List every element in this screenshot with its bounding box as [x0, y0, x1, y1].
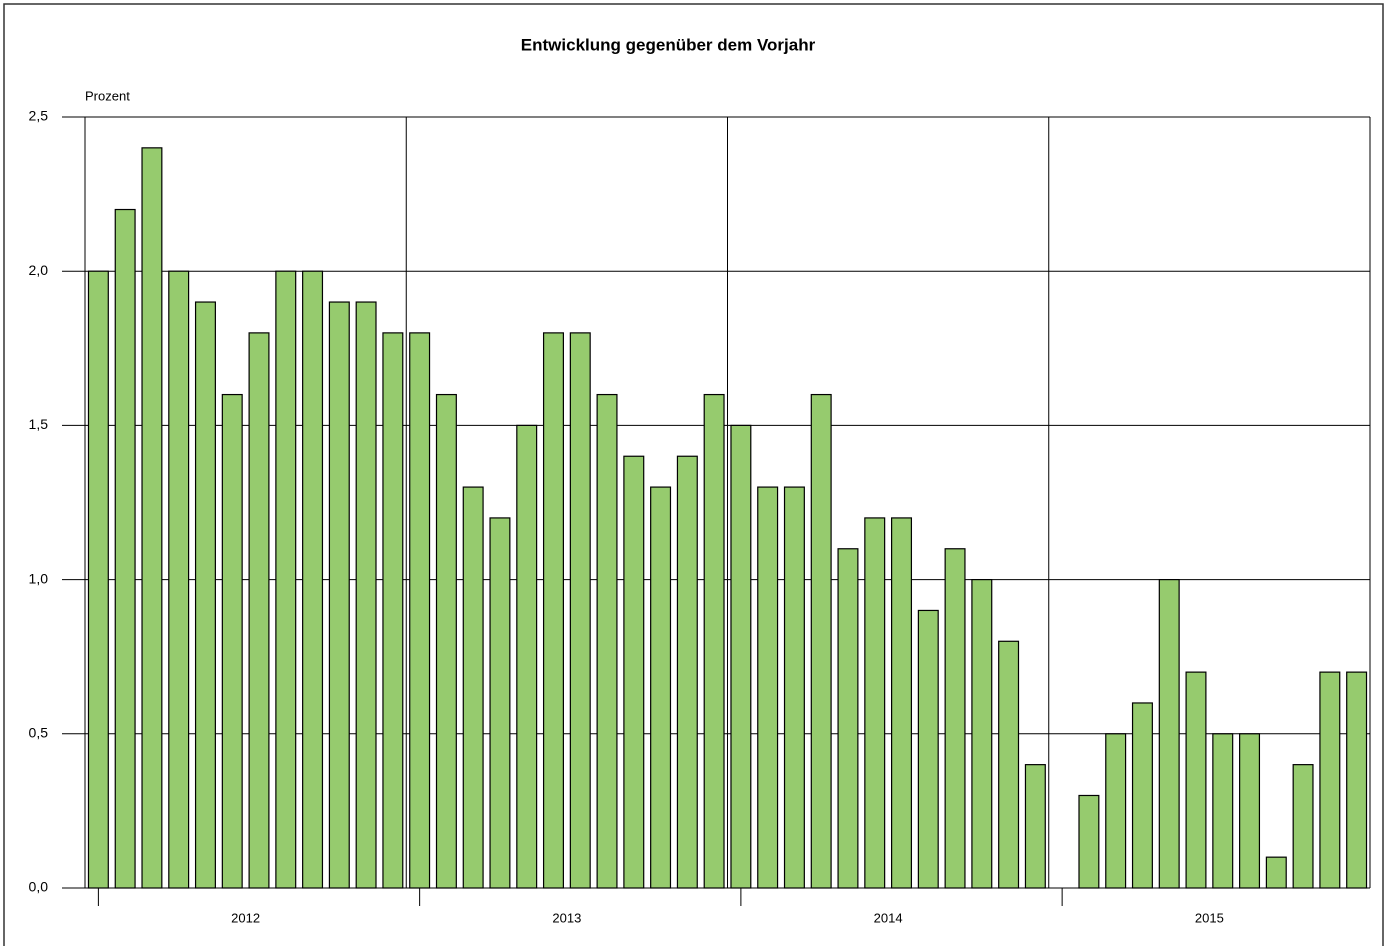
x-tick-label: 2012	[231, 910, 260, 925]
bar	[569, 332, 591, 889]
bar	[676, 455, 698, 889]
bar	[1024, 764, 1046, 889]
bar	[730, 424, 752, 889]
bar	[516, 424, 538, 889]
bar	[248, 332, 270, 889]
bar	[783, 486, 805, 889]
bar	[355, 301, 377, 889]
x-tick-label: 2013	[552, 910, 581, 925]
bar	[382, 332, 404, 889]
bar	[971, 578, 993, 889]
bar	[837, 548, 859, 889]
bar	[409, 332, 431, 889]
bar	[1158, 578, 1180, 889]
bar	[302, 270, 324, 889]
bar	[1292, 764, 1314, 889]
bar	[703, 393, 725, 889]
bar	[810, 393, 832, 889]
bar	[998, 640, 1020, 889]
bar	[1131, 702, 1153, 889]
x-tick-label: 2014	[874, 910, 903, 925]
bar	[1078, 794, 1100, 889]
bar	[1346, 671, 1368, 889]
bar	[596, 393, 618, 889]
bar	[864, 517, 886, 889]
bar	[650, 486, 672, 889]
y-tick-label: 0,0	[29, 879, 49, 895]
bar	[542, 332, 564, 889]
bar	[328, 301, 350, 889]
bar	[194, 301, 216, 889]
bar	[275, 270, 297, 889]
bar	[623, 455, 645, 889]
chart-title: Entwicklung gegenüber dem Vorjahr	[521, 35, 816, 54]
y-tick-label: 1,5	[29, 416, 49, 432]
bar	[435, 393, 457, 889]
bar	[1239, 733, 1261, 889]
y-tick-label: 1,0	[29, 570, 49, 586]
x-tick-label: 2015	[1195, 910, 1224, 925]
bar	[1319, 671, 1341, 889]
bar	[168, 270, 190, 889]
bar	[1185, 671, 1207, 889]
bar	[141, 147, 163, 889]
bar	[489, 517, 511, 889]
bar	[757, 486, 779, 889]
bar	[87, 270, 109, 889]
bar	[114, 208, 136, 889]
bar	[221, 393, 243, 889]
y-axis-label: Prozent	[85, 88, 130, 103]
y-tick-label: 2,5	[29, 108, 49, 124]
bar	[1105, 733, 1127, 889]
y-tick-label: 2,0	[29, 262, 49, 278]
bar	[1265, 856, 1287, 889]
bar	[1212, 733, 1234, 889]
bar	[944, 548, 966, 889]
bar	[917, 609, 939, 889]
y-tick-label: 0,5	[29, 725, 49, 741]
frame	[3, 3, 1384, 946]
bar	[891, 517, 913, 889]
bar	[462, 486, 484, 889]
